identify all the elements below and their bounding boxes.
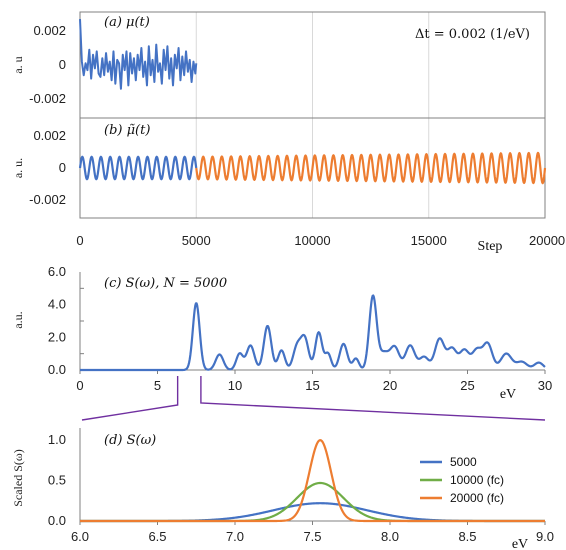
x-tick-label-d: 9.0	[536, 529, 554, 544]
panel-label-b: (b) μ̃(t)	[104, 123, 150, 138]
x-tick-label-d: 7.0	[226, 529, 244, 544]
x-tick-label-c: 25	[460, 378, 474, 393]
y-tick-label-d: 0.0	[48, 513, 66, 528]
x-axis-title-c: eV	[500, 387, 516, 402]
x-tick-label-d: 8.5	[458, 529, 476, 544]
legend-entry: 20000 (fc)	[450, 491, 504, 505]
y-tick-label-a: 0	[59, 57, 66, 72]
y-tick-label-a: -0.002	[29, 91, 66, 106]
series-line-b-0	[78, 155, 198, 181]
x-tick-label-b: 15000	[411, 233, 447, 248]
y-tick-label-b: 0.002	[33, 128, 66, 143]
x-tick-label-b: 5000	[182, 233, 211, 248]
x-tick-label-b: 10000	[294, 233, 330, 248]
annotation-dt: Δt = 0.002 (1/eV)	[415, 27, 530, 42]
y-axis-title-a: a. u	[11, 56, 25, 73]
y-tick-label-c: 2.0	[48, 329, 66, 344]
series-line-c	[79, 294, 546, 372]
series-line-b-1	[195, 151, 547, 185]
y-tick-label-b: -0.002	[29, 192, 66, 207]
x-tick-label-c: 15	[305, 378, 319, 393]
panel-d: 1.0 0.5 0.0 6.0 6.5 7.0 7.5 8.0 8.5 9.0 Scaled S(ω…	[11, 428, 554, 550]
x-axis-title-d: eV	[512, 537, 528, 550]
y-tick-label-d: 0.5	[48, 473, 66, 488]
x-tick-label-b: 20000	[529, 233, 565, 248]
frame-ab	[79, 11, 546, 219]
x-tick-label-d: 6.0	[71, 529, 89, 544]
x-tick-label-d: 7.5	[303, 529, 321, 544]
y-axis-title-b: a. u.	[11, 158, 25, 178]
panel-label-c: (c) S(ω), N = 5000	[104, 276, 227, 291]
legend-d: 5000 10000 (fc) 20000 (fc)	[420, 455, 504, 505]
y-tick-label-c: 6.0	[48, 264, 66, 279]
series-line-d-2	[79, 439, 546, 523]
x-tick-label-b: 0	[76, 233, 83, 248]
zoom-line-left	[81, 376, 179, 421]
x-tick-label-c: 5	[154, 378, 161, 393]
x-axis-title-b: Step	[478, 239, 503, 254]
y-axis-title-c: a.u.	[11, 311, 25, 328]
zoom-line-right	[200, 376, 546, 421]
panel-label-d: (d) S(ω)	[104, 433, 156, 448]
x-tick-label-d: 6.5	[148, 529, 166, 544]
y-tick-label-c: 4.0	[48, 297, 66, 312]
panel-label-a: (a) μ(t)	[104, 15, 150, 30]
series-line-d-0	[79, 502, 546, 523]
legend-entry: 10000 (fc)	[450, 473, 504, 487]
y-tick-label-d: 1.0	[48, 432, 66, 447]
y-tick-label-c: 0.0	[48, 362, 66, 377]
x-tick-label-d: 8.0	[381, 529, 399, 544]
x-tick-label-c: 30	[538, 378, 552, 393]
x-tick-label-c: 0	[76, 378, 83, 393]
y-axis-title-d: Scaled S(ω)	[11, 449, 25, 507]
series-line-a	[79, 19, 198, 90]
panels-ab: 0.002 0 -0.002 a. u (a) μ(t) Δt = 0.002 (1/eV…	[11, 11, 565, 254]
y-tick-label-a: 0.002	[33, 23, 66, 38]
x-tick-label-c: 20	[383, 378, 397, 393]
legend-entry: 5000	[450, 455, 477, 469]
y-tick-label-b: 0	[59, 160, 66, 175]
panel-c: 6.0 4.0 2.0 0.0 0 5 10 15 20 25 30 a.u. eV (c) S(ω), …	[11, 264, 552, 402]
zoom-connector	[81, 376, 546, 421]
x-tick-label-c: 10	[228, 378, 242, 393]
